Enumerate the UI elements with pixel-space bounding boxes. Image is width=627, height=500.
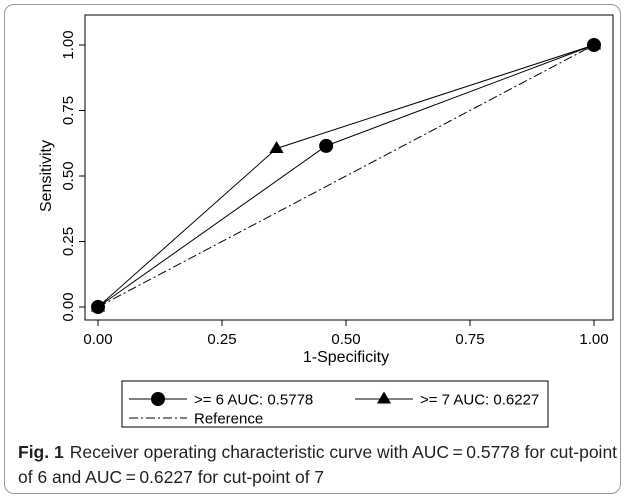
- figure-label: Fig. 1: [18, 442, 64, 462]
- y-tick-label: 0.00: [60, 292, 77, 321]
- figure-panel: 0.00 0.25 0.50 0.75 1.00 0.00 0.25 0.50 0.75 1.00…: [4, 4, 621, 494]
- legend-label-0: >= 6 AUC: 0.5778: [194, 392, 313, 409]
- series-1-point: [586, 37, 602, 50]
- series-line-2: [97, 44, 595, 308]
- legend-box: [121, 380, 549, 428]
- legend-label-2: Reference: [194, 411, 263, 428]
- y-tick-label: 0.75: [60, 96, 77, 125]
- x-tick-label: 0.75: [455, 331, 484, 348]
- legend-label-1: >= 7 AUC: 0.6227: [420, 392, 539, 409]
- x-tick-label: 0.50: [331, 331, 360, 348]
- series-1-point: [90, 299, 106, 312]
- series-1-point: [269, 140, 284, 153]
- legend-marker-0: [151, 392, 165, 406]
- y-tick-label: 0.50: [60, 161, 77, 190]
- series-0-point: [319, 138, 334, 153]
- x-tick-label: 0.00: [83, 331, 112, 348]
- x-tick-label: 1.00: [579, 331, 608, 348]
- x-axis-title: 1-Specificity: [303, 349, 389, 366]
- figure-caption-text: Receiver operating characteristic curve …: [18, 442, 618, 487]
- x-tick-label: 0.25: [207, 331, 236, 348]
- roc-chart: 0.00 0.25 0.50 0.75 1.00 0.00 0.25 0.50 0.75 1.00…: [38, 14, 614, 428]
- y-tick-label: 0.25: [60, 227, 77, 256]
- plot-frame: [84, 14, 614, 321]
- y-tick-label: 1.00: [60, 30, 77, 59]
- y-axis-title: Sensitivity: [38, 140, 55, 212]
- figure-caption: Fig. 1 Receiver operating characteristic …: [18, 440, 618, 490]
- legend-marker-1: [376, 391, 392, 404]
